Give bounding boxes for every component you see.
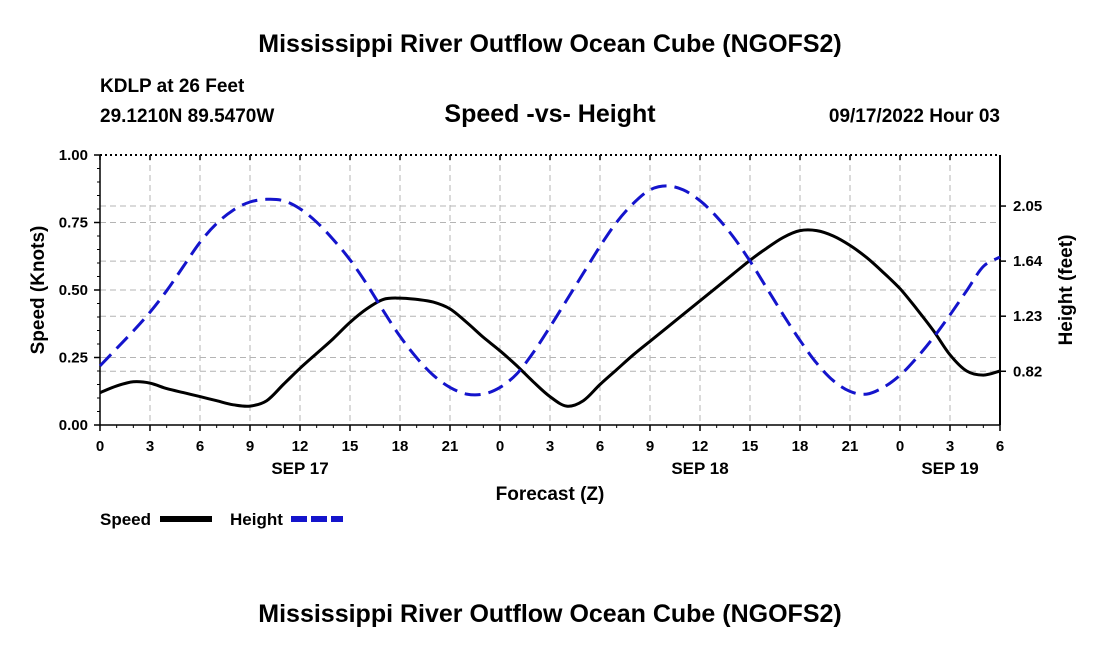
- page-title: Mississippi River Outflow Ocean Cube (NG…: [258, 30, 842, 58]
- forecast-datetime: 09/17/2022 Hour 03: [828, 106, 1000, 127]
- y2-tick-label: 2.05: [1013, 198, 1042, 215]
- x-tick-label: 15: [742, 438, 759, 455]
- x-tick-label: 9: [246, 438, 254, 455]
- y2-tick-label: 0.82: [1013, 363, 1042, 380]
- x-tick-label: 18: [792, 438, 809, 455]
- legend-label-height: Height: [230, 510, 283, 529]
- x-tick-label: 0: [96, 438, 104, 455]
- y2-tick-label: 1.23: [1013, 308, 1042, 325]
- station-coordinates: 29.1210N 89.5470W: [100, 106, 275, 127]
- x-tick-label: 15: [342, 438, 359, 455]
- y-tick-label: 0.75: [59, 215, 88, 232]
- x-tick-label: 3: [146, 438, 154, 455]
- x-tick-label: 21: [442, 438, 459, 455]
- x-tick-label: 0: [496, 438, 504, 455]
- x-tick-label: 12: [692, 438, 709, 455]
- date-label: SEP 18: [671, 459, 728, 478]
- y2-axis-label: Height (feet): [1056, 235, 1077, 346]
- x-tick-label: 6: [996, 438, 1004, 455]
- x-tick-label: 21: [842, 438, 859, 455]
- x-tick-label: 3: [546, 438, 554, 455]
- y-tick-label: 0.50: [59, 282, 88, 299]
- x-tick-label: 6: [196, 438, 204, 455]
- x-tick-label: 3: [946, 438, 954, 455]
- y2-tick-label: 1.64: [1013, 253, 1043, 270]
- station-label: KDLP at 26 Feet: [100, 76, 245, 97]
- y-tick-label: 0.00: [59, 417, 88, 434]
- x-tick-label: 12: [292, 438, 309, 455]
- legend-label-speed: Speed: [100, 510, 151, 529]
- chart-subtitle: Speed -vs- Height: [444, 100, 656, 128]
- date-label: SEP 17: [271, 459, 328, 478]
- series-line-speed: [99, 228, 1001, 408]
- y-tick-label: 0.25: [59, 350, 88, 367]
- footer-title: Mississippi River Outflow Ocean Cube (NG…: [258, 600, 842, 628]
- y-axis-label: Speed (Knots): [28, 226, 49, 355]
- x-tick-label: 18: [392, 438, 409, 455]
- x-tick-label: 0: [896, 438, 904, 455]
- x-axis-label: Forecast (Z): [496, 484, 605, 505]
- x-tick-label: 9: [646, 438, 654, 455]
- date-label: SEP 19: [921, 459, 978, 478]
- y-tick-label: 1.00: [59, 147, 88, 164]
- series-line-height: [98, 184, 1001, 397]
- x-tick-label: 6: [596, 438, 604, 455]
